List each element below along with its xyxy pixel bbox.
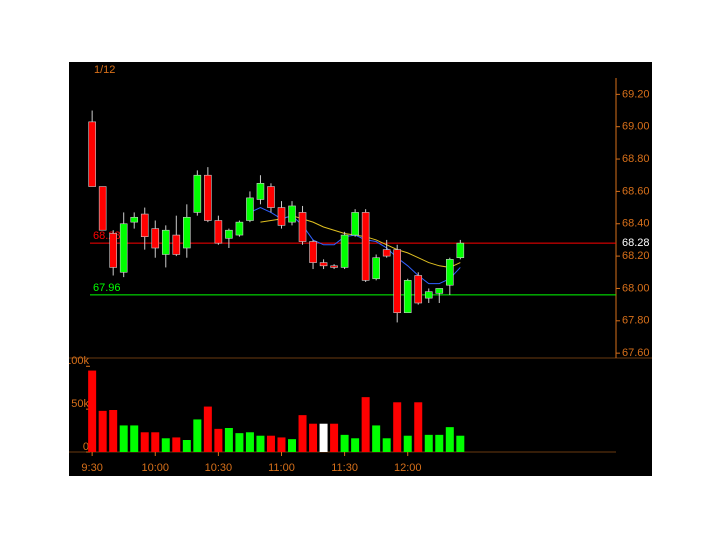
candle-body [256, 183, 265, 200]
candle-body [403, 280, 412, 314]
volume-bar [235, 433, 244, 452]
volume-bar [193, 419, 202, 452]
volume-bar [119, 425, 128, 452]
candle-body [151, 228, 160, 249]
plot-area: 1/12 67.60 67.80 68.00 68.20 68.40 68.60 68.80… [65, 64, 652, 474]
volume-bar [182, 440, 191, 452]
y-tick-label: 100k [65, 355, 89, 367]
x-tick-label: 10:30 [205, 462, 233, 474]
volume-bar [393, 402, 402, 452]
x-tick-label: 11:30 [331, 462, 358, 474]
candle-body [246, 197, 254, 221]
candle-body [288, 205, 296, 223]
volume-bar [256, 435, 265, 452]
candle-body [204, 174, 212, 221]
candle-body [193, 174, 202, 213]
volume-bar [203, 406, 212, 452]
volume-bar [382, 438, 391, 452]
candle-body [319, 262, 328, 267]
y-tick-label: 68.80 [622, 153, 650, 165]
y-tick-label: 68.40 [622, 218, 650, 230]
y-tick-label: 67.80 [622, 315, 650, 327]
volume-bar [109, 410, 118, 452]
candle-body [161, 229, 170, 255]
candle-body [309, 241, 317, 263]
x-tick-label: 9:30 [81, 462, 102, 474]
volume-bar [224, 428, 233, 452]
volume-bar [245, 432, 254, 452]
candle-body [277, 207, 286, 226]
candle-body [214, 220, 223, 244]
volume-bar [266, 435, 275, 452]
candle-body [172, 234, 181, 255]
candle-body [298, 212, 307, 242]
volume-bar [298, 415, 307, 452]
y-tick-label: 68.60 [622, 185, 650, 197]
candle-body [424, 291, 433, 299]
x-tick-label: 12:00 [394, 462, 422, 474]
volume-bar [319, 423, 328, 452]
volume-bar [340, 434, 349, 452]
candle-body [445, 259, 454, 286]
volume-bar [435, 434, 444, 452]
candle-body [372, 257, 380, 280]
volume-bar [351, 438, 360, 452]
volume-bar [161, 438, 170, 452]
volume-bar [98, 410, 107, 452]
volume-bar [372, 425, 381, 452]
candle-body [98, 186, 107, 231]
candle-body [183, 216, 191, 249]
volume-bar [172, 437, 181, 452]
volume-bar [456, 435, 465, 452]
volume-bar [151, 432, 160, 452]
volume-bar [214, 428, 223, 452]
volume-bar [445, 427, 454, 452]
volume-bar [424, 434, 433, 452]
candle-body [235, 221, 244, 236]
chart-background [69, 62, 652, 476]
volume-bar [403, 435, 412, 452]
candle-body [393, 249, 402, 314]
candle-body [382, 249, 391, 257]
candle-body [330, 265, 338, 268]
volume-bar [414, 402, 423, 452]
volume-bar [140, 432, 149, 452]
volume-bar [88, 370, 97, 452]
x-tick-label: 10:00 [141, 462, 169, 474]
volume-bar [130, 425, 139, 452]
volume-bar [309, 423, 318, 452]
y-tick-label: 68.20 [622, 250, 650, 262]
y-tick-label: 69.20 [622, 88, 650, 100]
candle-body [119, 223, 128, 273]
volume-bar [288, 439, 297, 452]
date-label: 1/12 [94, 64, 115, 76]
candle-body [88, 121, 96, 187]
x-tick-label: 11:00 [268, 462, 295, 474]
y-tick-label: 69.00 [622, 121, 650, 133]
candle-body [130, 216, 139, 223]
y-tick-label: 68.00 [622, 282, 650, 294]
candle-body [361, 212, 370, 281]
candle-body [414, 275, 423, 304]
y-tick-label: 50k [71, 398, 89, 410]
candle-body [140, 213, 149, 237]
current-price-label: 68.28 [622, 237, 650, 249]
reference-label: 67.96 [93, 282, 121, 294]
y-tick-label: 67.60 [622, 347, 650, 359]
volume-bar [277, 437, 286, 452]
volume-bar [330, 423, 339, 452]
candle-body [435, 288, 444, 294]
candle-body [340, 234, 349, 268]
candle-body [109, 233, 117, 268]
candle-body [267, 186, 275, 208]
candle-body [351, 212, 359, 236]
candle-body [225, 229, 233, 239]
candle-body [456, 242, 465, 259]
y-tick-label: 0 [83, 441, 89, 453]
volume-bar [361, 397, 370, 452]
